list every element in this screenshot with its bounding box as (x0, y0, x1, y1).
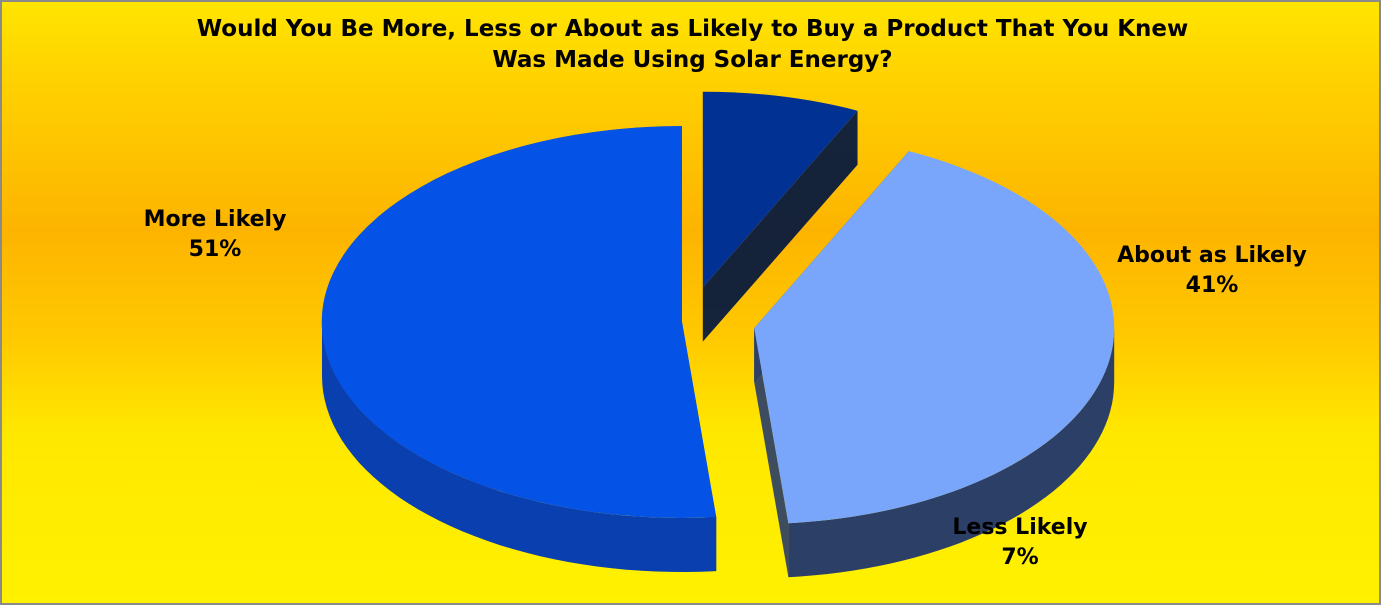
slice-about-as-likely (754, 151, 1115, 578)
slice-top-less-likely (702, 91, 858, 288)
slice-label-about-as-likely: About as Likely 41% (1092, 241, 1332, 301)
slice-more-likely (321, 125, 717, 572)
slice-side-about-as-likely (788, 328, 1115, 578)
slice-label-less-likely: Less Likely 7% (920, 513, 1120, 573)
slice-wall-less-likely-1 (702, 110, 858, 342)
slice-less-likely (702, 91, 858, 342)
slice-label-less-likely-value: 7% (1001, 545, 1039, 570)
slice-top-about-as-likely (754, 151, 1115, 524)
slice-label-more-likely-name: More Likely (143, 207, 287, 232)
slice-label-more-likely-value: 51% (188, 237, 242, 262)
chart-title-line2: Was Made Using Solar Energy? (492, 47, 893, 73)
slice-side-more-likely (322, 322, 717, 572)
slice-label-about-as-likely-value: 41% (1185, 273, 1239, 298)
slice-label-more-likely: More Likely 51% (125, 205, 305, 265)
pie-slices (321, 91, 1115, 578)
slice-top-more-likely (321, 125, 717, 518)
chart-title: Would You Be More, Less or About as Like… (2, 14, 1381, 76)
slice-wall-about-as-likely-1 (754, 328, 789, 578)
slice-label-about-as-likely-name: About as Likely (1117, 243, 1307, 268)
chart-title-line1: Would You Be More, Less or About as Like… (196, 16, 1189, 42)
slice-label-less-likely-name: Less Likely (952, 515, 1088, 540)
